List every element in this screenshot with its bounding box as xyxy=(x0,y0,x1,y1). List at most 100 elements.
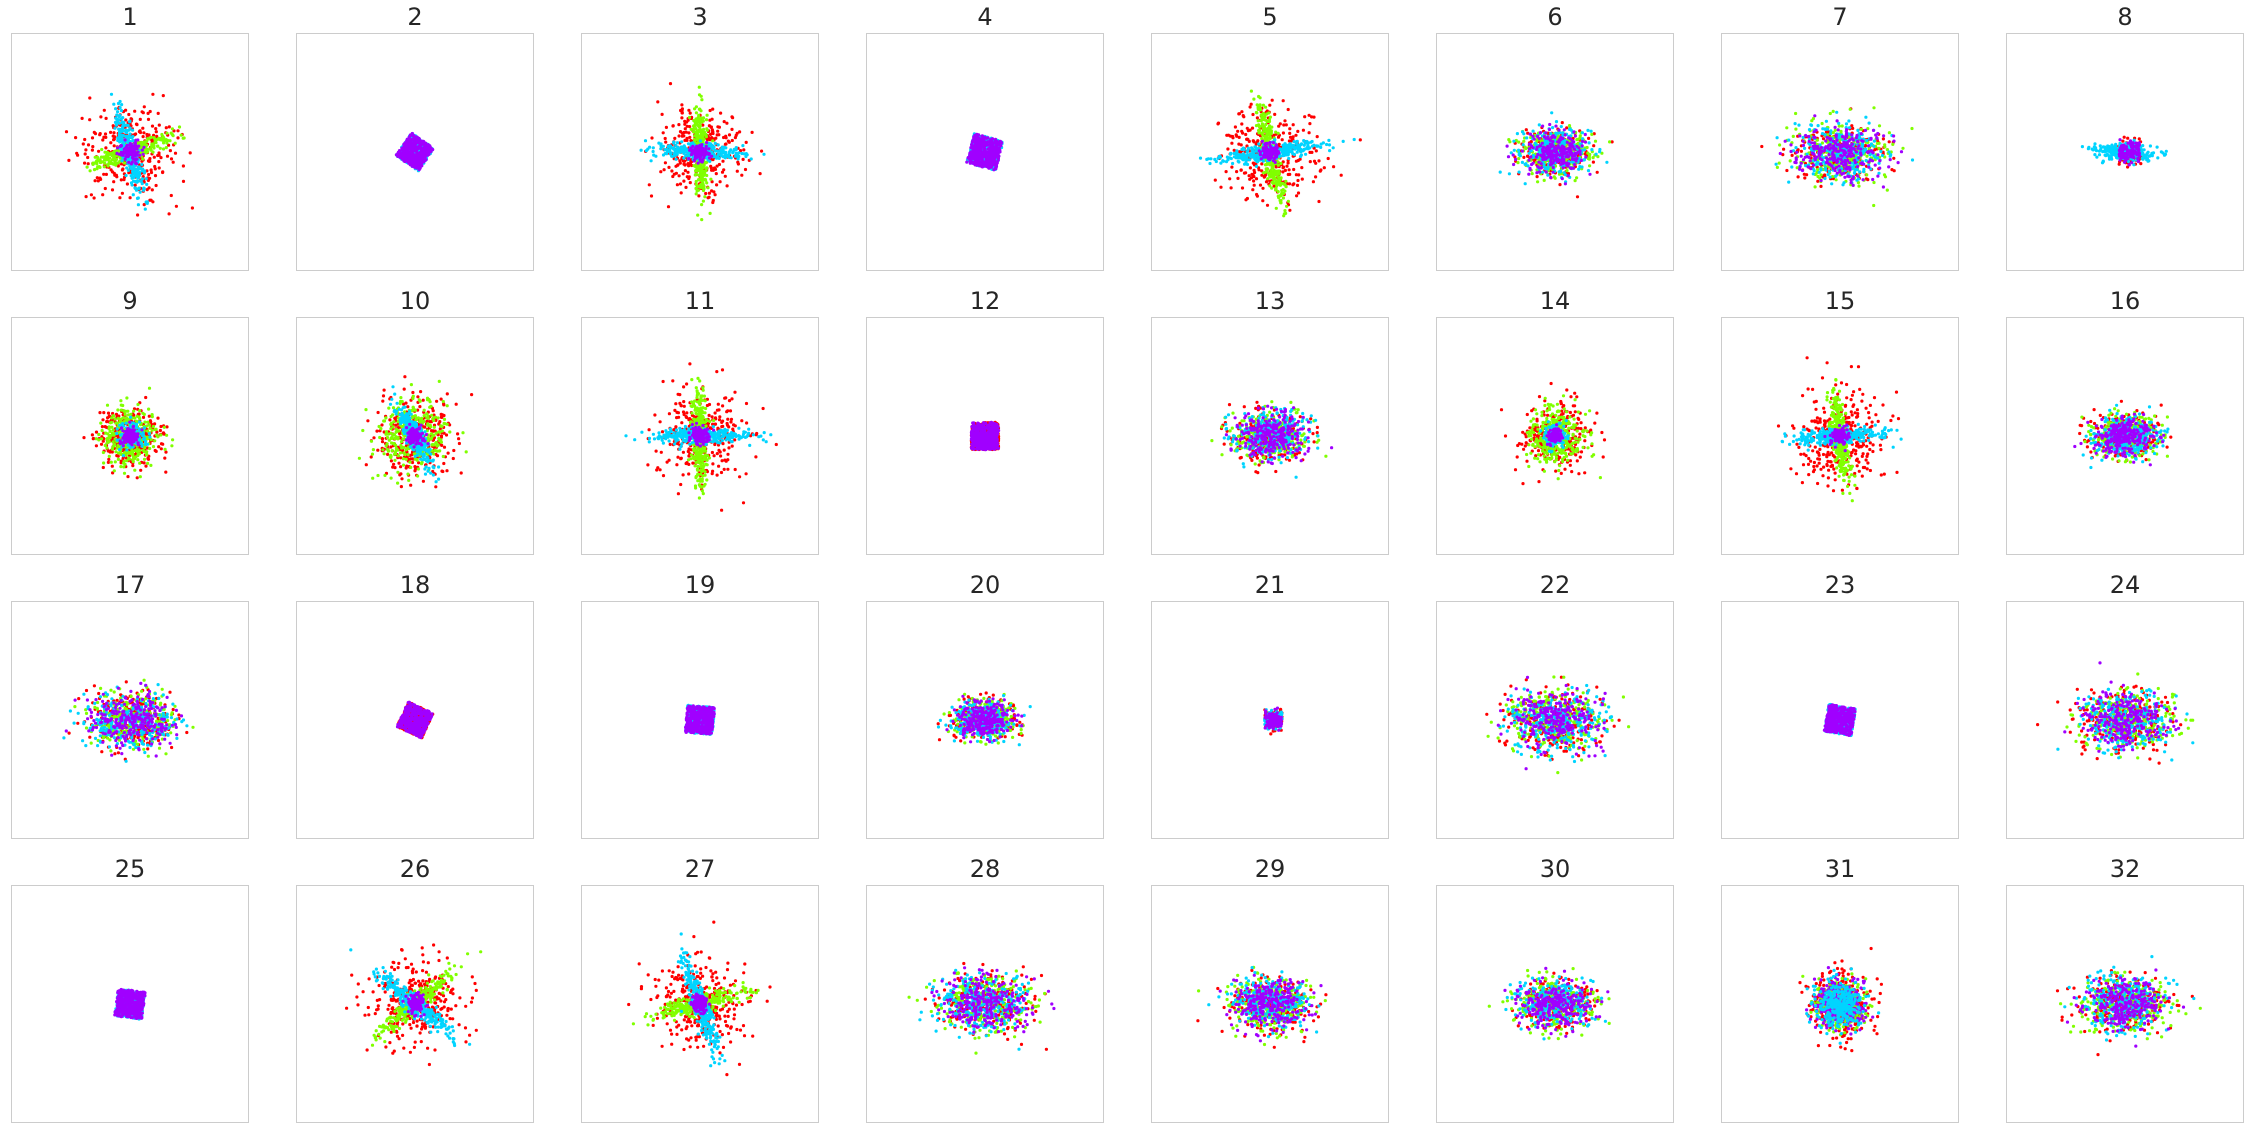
data-point xyxy=(1257,168,1261,172)
data-point xyxy=(1285,147,1289,151)
data-point xyxy=(1280,182,1285,186)
data-point xyxy=(1286,172,1290,177)
data-point xyxy=(973,152,977,156)
data-point xyxy=(91,145,95,149)
data-point xyxy=(1235,149,1239,153)
data-point xyxy=(715,149,720,153)
data-point xyxy=(682,134,686,138)
series-purple xyxy=(687,140,714,165)
data-point xyxy=(696,130,700,134)
data-point xyxy=(993,166,997,170)
data-point xyxy=(129,162,133,166)
data-point xyxy=(402,152,407,156)
data-point xyxy=(717,156,721,160)
data-point xyxy=(1243,157,1247,161)
data-point xyxy=(127,112,131,117)
data-point xyxy=(707,141,711,146)
data-point xyxy=(729,156,733,160)
data-point xyxy=(1229,186,1233,190)
data-point xyxy=(710,180,714,184)
data-point xyxy=(985,163,989,167)
data-point xyxy=(122,147,126,151)
data-point xyxy=(1273,156,1277,160)
data-point xyxy=(1254,153,1258,157)
data-point xyxy=(683,159,687,163)
data-point xyxy=(95,162,99,166)
subplot-axes xyxy=(1436,33,1674,271)
data-point xyxy=(1238,156,1242,160)
data-point xyxy=(703,195,707,199)
data-point xyxy=(673,154,677,158)
data-point xyxy=(1317,159,1321,163)
data-point xyxy=(698,139,702,143)
data-point xyxy=(700,131,704,136)
data-point xyxy=(1254,177,1259,181)
data-point xyxy=(136,175,140,179)
subplot-axes xyxy=(581,33,819,271)
data-point xyxy=(698,183,702,187)
data-point xyxy=(174,204,178,208)
data-point xyxy=(1286,107,1290,112)
data-point xyxy=(91,162,95,166)
data-point xyxy=(136,196,140,200)
data-point xyxy=(986,154,991,158)
data-point xyxy=(704,156,708,160)
data-point xyxy=(420,160,424,164)
data-point xyxy=(713,193,717,197)
data-point xyxy=(705,113,709,117)
data-point xyxy=(117,130,122,134)
data-point xyxy=(1240,110,1244,114)
data-point xyxy=(1198,156,1203,160)
data-point xyxy=(104,172,108,176)
data-point xyxy=(123,138,127,142)
data-point xyxy=(1260,131,1264,135)
data-point xyxy=(1241,114,1245,118)
data-point xyxy=(1290,143,1294,147)
data-point xyxy=(105,151,109,155)
data-point xyxy=(414,149,418,153)
data-point xyxy=(110,188,115,192)
data-point xyxy=(664,140,668,144)
data-point xyxy=(647,183,651,187)
data-point xyxy=(662,168,666,172)
data-point xyxy=(1236,129,1240,133)
data-point xyxy=(157,160,161,164)
data-point xyxy=(976,135,980,139)
data-point xyxy=(144,200,148,204)
data-point xyxy=(145,182,149,186)
data-point xyxy=(701,199,705,203)
data-point xyxy=(128,135,132,140)
data-point xyxy=(1325,142,1329,147)
scatter-plot xyxy=(965,132,1004,172)
data-point xyxy=(973,162,977,167)
data-point xyxy=(1296,178,1300,183)
data-point xyxy=(709,125,713,129)
series-green xyxy=(1249,89,1290,218)
data-point xyxy=(1260,162,1264,166)
data-point xyxy=(140,182,144,186)
data-point xyxy=(699,109,703,113)
data-point xyxy=(97,149,101,153)
data-point xyxy=(694,105,698,109)
data-point xyxy=(1277,124,1281,128)
data-point xyxy=(423,147,427,151)
data-point xyxy=(146,111,150,115)
data-point xyxy=(991,144,995,148)
data-point xyxy=(679,191,683,195)
data-point xyxy=(154,183,158,188)
data-point xyxy=(137,140,141,145)
data-point xyxy=(1328,149,1332,153)
data-point xyxy=(132,147,136,152)
data-point xyxy=(1288,135,1293,139)
data-point xyxy=(697,194,701,198)
data-point xyxy=(1288,208,1292,212)
data-point xyxy=(127,152,131,156)
data-point xyxy=(1321,141,1325,145)
data-point xyxy=(723,156,727,160)
data-point xyxy=(715,156,719,160)
data-point xyxy=(83,161,87,165)
data-point xyxy=(1295,194,1299,198)
data-point xyxy=(92,196,96,200)
data-point xyxy=(659,170,663,174)
data-point xyxy=(697,146,702,150)
